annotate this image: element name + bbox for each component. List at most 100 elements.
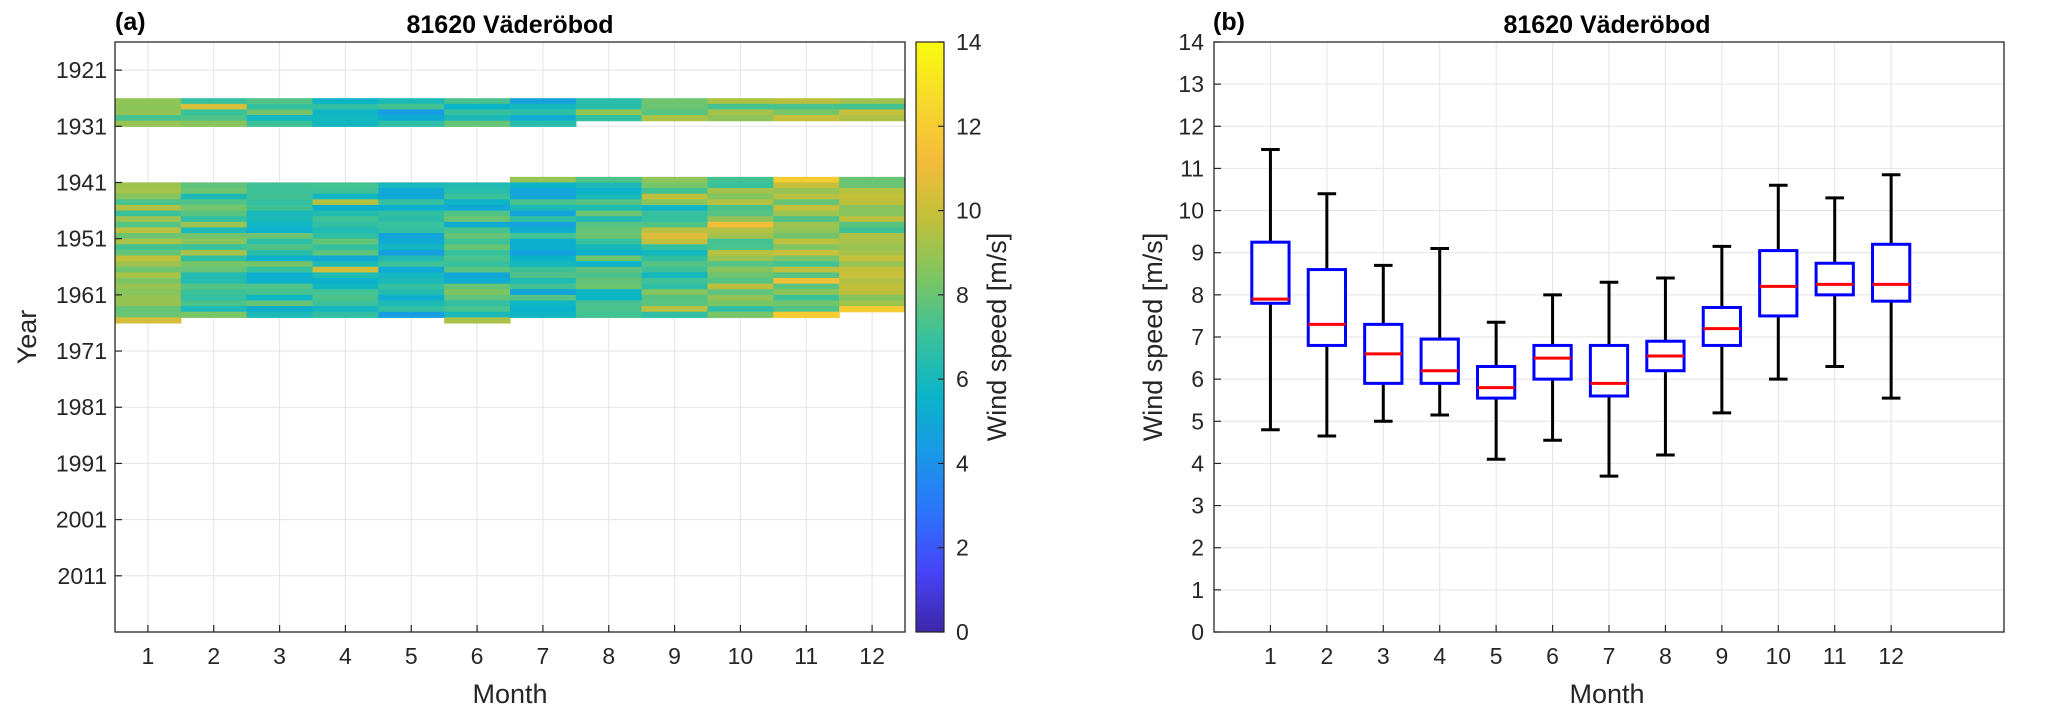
- heatmap-cell: [246, 233, 314, 240]
- heatmap-cell: [575, 115, 643, 122]
- heatmap-cell: [444, 283, 511, 290]
- heatmap-plot-area: [115, 42, 905, 632]
- heatmap-cell: [312, 103, 379, 111]
- heatmap-cell: [839, 266, 905, 273]
- heatmap-cell: [312, 199, 379, 206]
- heatmap-cell: [510, 283, 577, 290]
- box-iqr: [1814, 261, 1855, 297]
- heatmap-cell: [246, 306, 314, 313]
- heatmap-cell: [707, 294, 774, 302]
- heatmap-cell: [575, 176, 643, 184]
- heatmap-cell: [510, 300, 577, 307]
- heatmap-cell: [575, 216, 643, 223]
- heatmap-cell: [115, 306, 182, 313]
- heatmap-cell: [115, 120, 182, 127]
- heatmap-cell: [312, 120, 379, 127]
- heatmap-cell: [575, 300, 643, 307]
- heatmap-y-tick-label: 1921: [56, 57, 107, 83]
- heatmap-cell: [641, 306, 709, 313]
- heatmap-cell: [707, 238, 774, 245]
- heatmap-cell: [773, 221, 840, 229]
- heatmap-cell: [246, 266, 314, 273]
- heatmap-cell: [444, 272, 511, 279]
- heatmap-cell: [246, 261, 314, 268]
- colorbar-tick-label: 8: [956, 282, 969, 308]
- heatmap-cell: [773, 266, 840, 273]
- heatmap-cell: [444, 103, 511, 111]
- heatmap-y-label: Year: [12, 310, 42, 365]
- heatmap-cell: [773, 283, 840, 290]
- heatmap-cell: [180, 261, 248, 268]
- boxplot-x-tick-label: 10: [1765, 643, 1791, 669]
- heatmap-cell: [378, 98, 445, 105]
- heatmap-cell: [115, 249, 182, 257]
- heatmap-cell: [839, 283, 905, 290]
- heatmap-cell: [312, 109, 379, 116]
- heatmap-cell: [641, 103, 709, 111]
- boxplot-x-tick-label: 1: [1264, 643, 1277, 669]
- heatmap-cell: [839, 98, 905, 105]
- boxplot-boxes: [1250, 147, 1912, 478]
- box-month-2: [1306, 192, 1347, 438]
- box-month-11: [1814, 196, 1855, 368]
- heatmap-cell: [378, 238, 445, 245]
- heatmap-cell: [839, 233, 905, 240]
- heatmap-cell: [246, 98, 314, 105]
- heatmap-cell: [839, 204, 905, 212]
- heatmap-cell: [115, 199, 182, 206]
- heatmap-cell: [575, 182, 643, 189]
- heatmap-cell: [839, 109, 905, 116]
- heatmap-cell: [115, 238, 182, 245]
- heatmap-cell: [839, 294, 905, 302]
- heatmap-cell: [444, 115, 511, 122]
- heatmap-x-tick-label: 8: [602, 643, 615, 669]
- heatmap-cell: [707, 109, 774, 116]
- heatmap-cell: [115, 289, 182, 296]
- heatmap-x-tick-label: 9: [668, 643, 681, 669]
- heatmap-cell: [773, 98, 840, 105]
- heatmap-cell: [378, 311, 445, 318]
- heatmap-cell: [510, 216, 577, 223]
- heatmap-cell: [312, 221, 379, 229]
- boxplot-title: 81620 Väderöbod: [1503, 11, 1710, 39]
- heatmap-cell: [510, 266, 577, 273]
- heatmap-cell: [773, 204, 840, 212]
- heatmap-y-tick-label: 2001: [56, 507, 107, 533]
- heatmap-cell: [378, 221, 445, 229]
- colorbar-tick-label: 12: [956, 113, 982, 139]
- heatmap-cell: [510, 188, 577, 195]
- heatmap-cell: [575, 221, 643, 229]
- heatmap-cell: [180, 210, 248, 217]
- heatmap-cell: [773, 289, 840, 296]
- boxplot-x-tick-label: 4: [1433, 643, 1446, 669]
- heatmap-cell: [378, 306, 445, 313]
- heatmap-cell: [641, 193, 709, 200]
- heatmap-cell: [378, 294, 445, 302]
- heatmap-cell: [707, 266, 774, 273]
- heatmap-x-tick-label: 2: [207, 643, 220, 669]
- heatmap-cell: [707, 188, 774, 195]
- heatmap-cell: [839, 249, 905, 257]
- heatmap-cell: [641, 244, 709, 251]
- heatmap-cell: [180, 272, 248, 279]
- heatmap-y-tick-label: 1941: [56, 169, 107, 195]
- box-iqr: [1758, 249, 1799, 318]
- heatmap-cell: [510, 227, 577, 234]
- heatmap-cell: [773, 261, 840, 268]
- heatmap-cell: [246, 272, 314, 279]
- heatmap-cell: [115, 300, 182, 307]
- heatmap-cell: [510, 182, 577, 189]
- heatmap-cell: [444, 255, 511, 262]
- heatmap-cell: [839, 188, 905, 195]
- heatmap-cell: [115, 221, 182, 229]
- colorbar: [915, 41, 945, 633]
- heatmap-cell: [444, 311, 511, 318]
- boxplot-panel: (b) 81620 Väderöbod 1 2 3 4 5 6 7 8 9 10 11 12 0123…: [1138, 8, 2005, 709]
- heatmap-cell: [180, 103, 248, 111]
- heatmap-x-tick-label: 4: [339, 643, 352, 669]
- heatmap-cell: [575, 294, 643, 302]
- heatmap-cell: [180, 216, 248, 223]
- boxplot-y-tick-label: 3: [1191, 493, 1204, 519]
- heatmap-cell: [641, 266, 709, 273]
- heatmap-cell: [115, 103, 182, 111]
